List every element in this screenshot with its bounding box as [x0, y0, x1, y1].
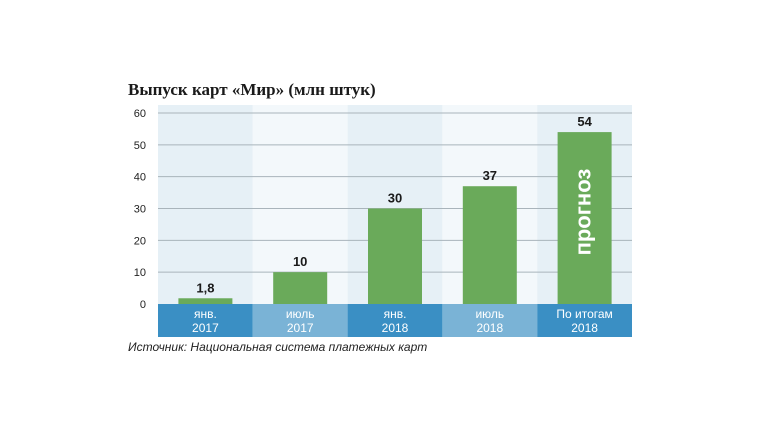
data-label: 1,8: [196, 280, 214, 295]
x-tick-label-year: 2018: [382, 321, 409, 335]
category-band: [158, 304, 253, 337]
data-label: 54: [577, 114, 592, 129]
x-tick-label: По итогам: [556, 307, 612, 321]
column-background: [158, 105, 253, 304]
bar: [462, 186, 517, 304]
y-tick-label: 10: [134, 267, 146, 279]
x-tick-label: янв.: [194, 307, 217, 321]
data-label: 37: [483, 168, 497, 183]
column-background: [252, 105, 348, 304]
y-tick-label: 0: [140, 299, 146, 311]
x-tick-label-year: 2017: [192, 321, 219, 335]
y-tick-label: 60: [134, 108, 146, 120]
y-tick-label: 30: [134, 204, 146, 216]
bar: [273, 272, 328, 304]
data-label: 10: [293, 254, 307, 269]
forecast-annotation: прогноз: [570, 169, 595, 256]
category-band: [537, 304, 632, 337]
category-band: [252, 304, 348, 337]
chart-title: Выпуск карт «Мир» (млн штук): [128, 80, 376, 99]
y-tick-label: 20: [134, 235, 146, 247]
source-note: Источник: Национальная система платежных…: [128, 340, 428, 354]
x-tick-label: янв.: [384, 307, 407, 321]
x-tick-label-year: 2018: [476, 321, 503, 335]
x-tick-label: июль: [475, 307, 504, 321]
category-band: [347, 304, 443, 337]
y-tick-label: 50: [134, 140, 146, 152]
bar: [557, 132, 612, 304]
bar: [368, 208, 422, 304]
x-tick-label: июль: [286, 307, 315, 321]
category-band: [442, 304, 538, 337]
y-tick-label: 40: [134, 172, 146, 184]
data-label: 30: [388, 191, 402, 206]
bar: [178, 298, 233, 304]
x-tick-label-year: 2018: [571, 321, 598, 335]
x-tick-label-year: 2017: [287, 321, 314, 335]
